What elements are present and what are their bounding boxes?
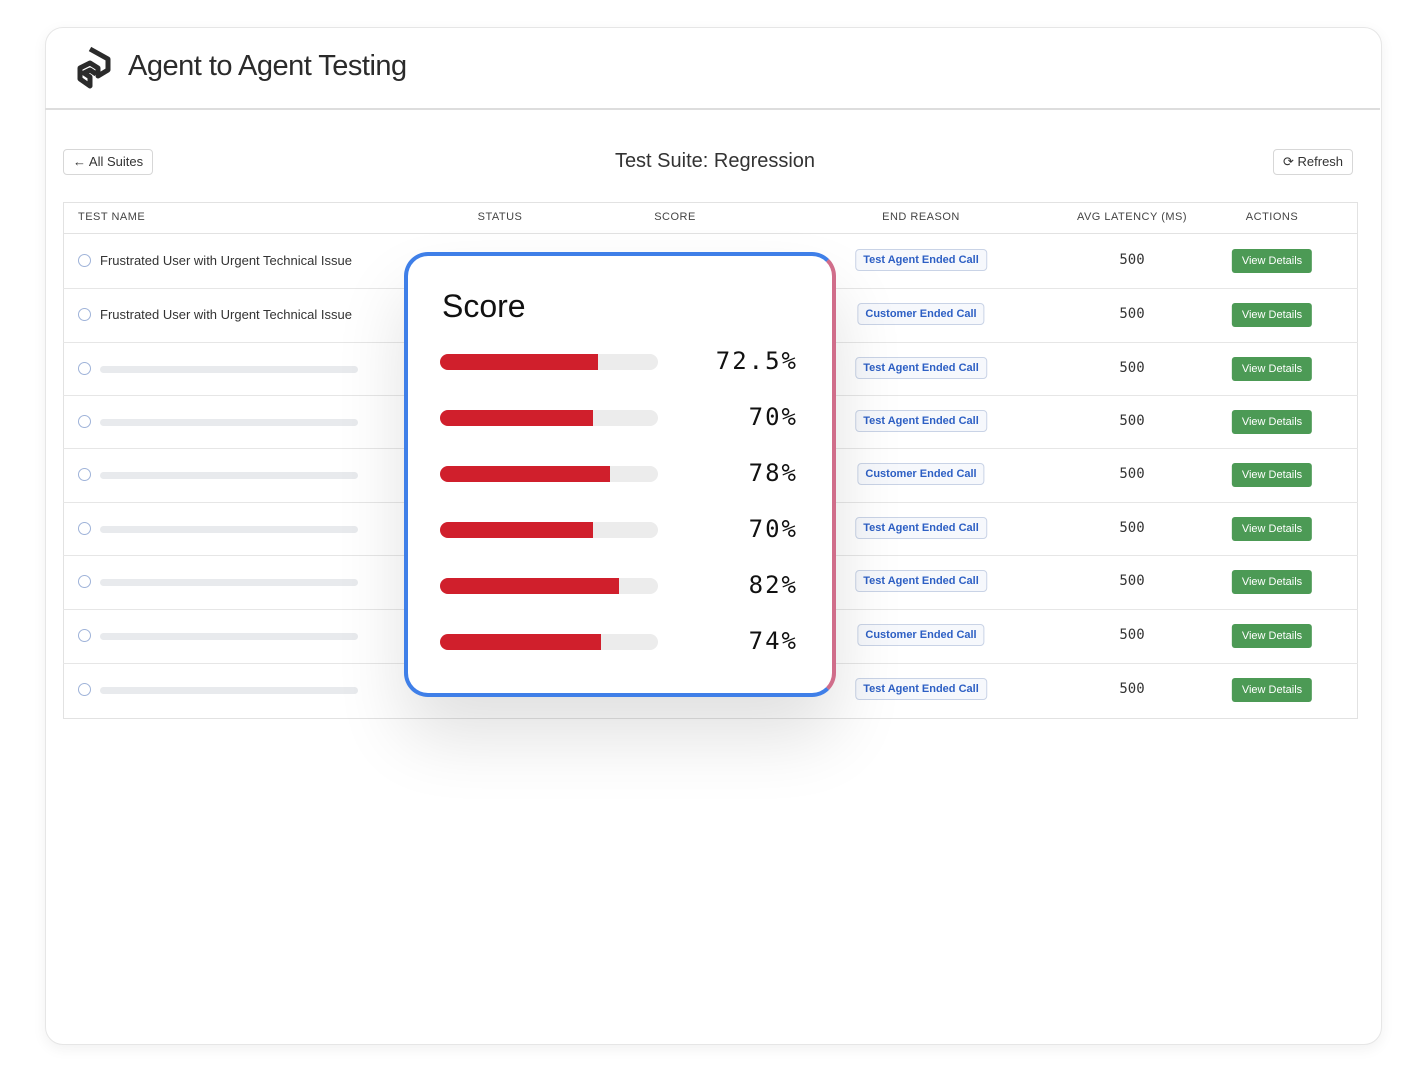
score-title: Score bbox=[442, 288, 526, 324]
latency: 500 bbox=[1119, 412, 1145, 429]
latency: 500 bbox=[1119, 466, 1145, 482]
view-details-button[interactable]: View Details bbox=[1231, 303, 1313, 327]
refresh-icon: ⟳ bbox=[1283, 154, 1298, 169]
score-track bbox=[440, 634, 658, 650]
end-reason: Test Agent Ended Call bbox=[855, 570, 987, 592]
view-details-button[interactable]: View Details bbox=[1231, 356, 1313, 381]
play-icon bbox=[78, 629, 91, 642]
header bbox=[45, 27, 1380, 110]
view-details-button[interactable]: View Details bbox=[1231, 570, 1313, 594]
refresh-label: Refresh bbox=[1297, 154, 1344, 169]
score-track bbox=[440, 522, 658, 538]
score-track bbox=[440, 578, 658, 594]
latency: 500 bbox=[1119, 627, 1145, 643]
end-reason: Customer Ended Call bbox=[857, 624, 985, 646]
name-placeholder bbox=[100, 579, 358, 586]
score-bar bbox=[440, 466, 611, 482]
column-header: TEST NAME bbox=[78, 211, 146, 223]
logo bbox=[77, 46, 111, 89]
name-placeholder bbox=[100, 365, 358, 373]
score-track bbox=[440, 466, 658, 482]
name-placeholder bbox=[100, 472, 358, 479]
view-details-button[interactable]: View Details bbox=[1231, 516, 1313, 541]
latency: 500 bbox=[1119, 519, 1145, 536]
play-icon bbox=[78, 414, 91, 428]
score-bar bbox=[440, 522, 593, 538]
view-details-button[interactable]: View Details bbox=[1231, 678, 1313, 702]
latency: 500 bbox=[1119, 252, 1145, 268]
name-placeholder bbox=[100, 633, 358, 640]
column-header: AVG LATENCY (MS) bbox=[1076, 211, 1188, 223]
play-icon bbox=[78, 468, 91, 481]
end-reason: Test Agent Ended Call bbox=[855, 249, 987, 271]
score-bar bbox=[440, 578, 619, 594]
score-label: 78% bbox=[748, 459, 798, 487]
latency: 500 bbox=[1119, 306, 1145, 322]
latency: 500 bbox=[1119, 681, 1145, 697]
test-name: Frustrated User with Urgent Technical Is… bbox=[100, 307, 352, 322]
end-reason: Customer Ended Call bbox=[857, 463, 985, 485]
test-name: Frustrated User with Urgent Technical Is… bbox=[100, 253, 352, 268]
play-icon bbox=[78, 521, 91, 535]
score-label: 82% bbox=[748, 571, 798, 599]
column-header: END REASON bbox=[882, 211, 960, 223]
latency: 500 bbox=[1119, 359, 1145, 376]
latency: 500 bbox=[1119, 573, 1145, 589]
app-title: Agent to Agent Testing bbox=[128, 50, 407, 82]
end-reason: Test Agent Ended Call bbox=[855, 516, 987, 539]
header-divider bbox=[63, 233, 1358, 234]
view-details-button[interactable]: View Details bbox=[1231, 249, 1313, 273]
score-bar bbox=[440, 634, 602, 650]
name-placeholder bbox=[100, 525, 358, 533]
refresh-button[interactable]: ⟳ Refresh bbox=[1273, 149, 1354, 175]
score-bar bbox=[440, 410, 593, 426]
score-track bbox=[440, 410, 658, 426]
score-bar bbox=[440, 354, 599, 370]
back-label: All Suites bbox=[88, 154, 144, 169]
score-label: 74% bbox=[748, 627, 798, 655]
play-icon bbox=[78, 575, 91, 588]
column-header: SCORE bbox=[654, 211, 696, 223]
end-reason: Test Agent Ended Call bbox=[855, 356, 987, 379]
play-icon bbox=[78, 361, 91, 375]
score-track bbox=[440, 354, 658, 370]
column-header: ACTIONS bbox=[1245, 211, 1299, 223]
view-details-button[interactable]: View Details bbox=[1231, 463, 1313, 487]
play-icon bbox=[78, 683, 91, 696]
score-label: 70% bbox=[748, 515, 798, 543]
score-label: 72.5% bbox=[715, 347, 798, 375]
name-placeholder bbox=[100, 418, 358, 426]
play-icon bbox=[78, 254, 91, 267]
end-reason: Test Agent Ended Call bbox=[855, 678, 987, 700]
back-button[interactable]: ← All Suites bbox=[63, 149, 154, 175]
results-table bbox=[63, 202, 1358, 719]
play-icon bbox=[78, 308, 91, 321]
score-label: 70% bbox=[748, 403, 798, 431]
view-details-button[interactable]: View Details bbox=[1231, 624, 1313, 648]
arrow-icon: ← bbox=[73, 154, 89, 169]
view-details-button[interactable]: View Details bbox=[1231, 409, 1313, 434]
end-reason: Test Agent Ended Call bbox=[855, 409, 987, 432]
column-header: STATUS bbox=[477, 211, 523, 223]
name-placeholder bbox=[100, 687, 358, 694]
suite-title: Test Suite: Regression bbox=[614, 150, 816, 172]
end-reason: Customer Ended Call bbox=[857, 303, 985, 325]
